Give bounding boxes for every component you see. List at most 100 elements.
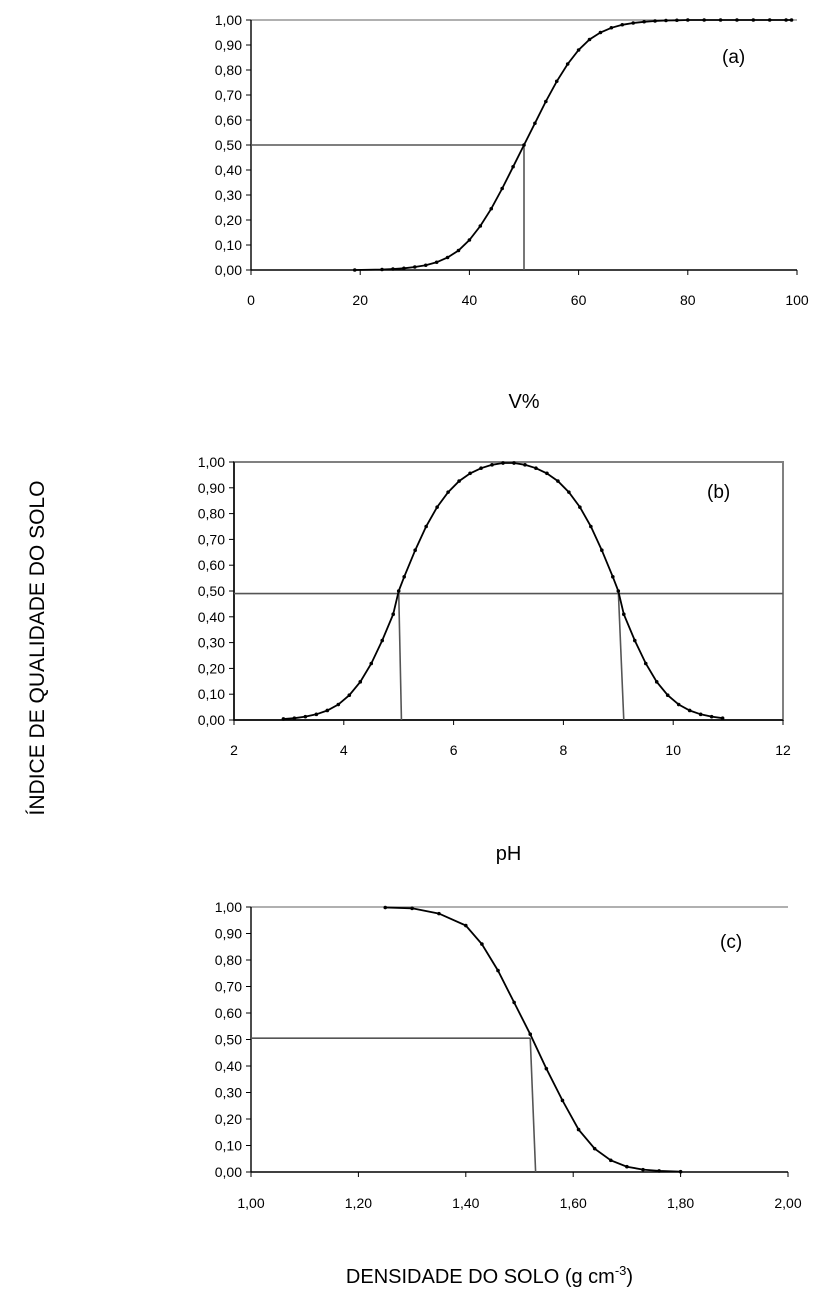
data-point <box>281 717 286 721</box>
data-point <box>446 490 450 494</box>
y-tick-label: 0,10 <box>215 1138 242 1154</box>
data-point <box>767 18 772 22</box>
x-tick-label: 8 <box>560 742 568 758</box>
y-tick-label: 0,80 <box>198 506 225 522</box>
x-tick-label: 4 <box>340 742 348 758</box>
x-tick-label: 60 <box>571 292 587 308</box>
data-point <box>567 490 571 494</box>
data-point <box>500 186 504 191</box>
y-tick-label: 0,00 <box>215 262 242 278</box>
y-tick-label: 0,10 <box>198 686 225 702</box>
data-point <box>576 48 581 52</box>
data-point <box>687 708 692 713</box>
reference-line <box>529 1038 537 1173</box>
x-tick-label: 10 <box>665 742 681 758</box>
data-point <box>413 548 417 553</box>
y-tick-label: 0,50 <box>215 137 242 153</box>
data-point <box>611 575 615 579</box>
y-tick-label: 0,00 <box>198 712 225 728</box>
y-tick-label: 0,70 <box>215 87 242 103</box>
data-point <box>369 661 374 666</box>
data-point <box>292 716 297 720</box>
x-axis-label: V% <box>508 391 539 413</box>
data-point <box>608 1158 613 1163</box>
x-axis-label-superscript: -3 <box>615 1263 627 1278</box>
data-point <box>709 714 714 719</box>
x-tick-label: 1,20 <box>345 1195 372 1211</box>
x-tick-label: 2 <box>230 742 238 758</box>
panel-label: (c) <box>720 932 742 953</box>
y-tick-label: 0,30 <box>215 1085 242 1101</box>
data-point <box>625 1164 629 1169</box>
data-point <box>490 463 494 467</box>
x-tick-label: 20 <box>352 292 368 308</box>
data-point <box>534 466 538 470</box>
data-point <box>467 238 472 242</box>
y-tick-label: 0,20 <box>215 212 242 228</box>
data-point <box>391 267 395 271</box>
data-point <box>643 661 648 666</box>
data-point <box>720 716 725 720</box>
data-point <box>336 702 341 707</box>
x-axis-label-main: DENSIDADE DO SOLO (g cm <box>346 1266 615 1288</box>
x-tick-label: 1,60 <box>560 1195 587 1211</box>
x-tick-label: 80 <box>680 292 696 308</box>
data-point <box>423 263 428 268</box>
x-tick-label: 2,00 <box>774 1195 801 1211</box>
data-point <box>391 612 396 617</box>
x-tick-label: 6 <box>450 742 458 758</box>
data-point <box>435 505 439 509</box>
y-tick-label: 1,00 <box>198 454 225 470</box>
y-tick-label: 0,40 <box>198 609 225 625</box>
data-point <box>698 712 703 717</box>
data-point <box>479 466 483 470</box>
x-tick-label: 1,00 <box>237 1195 264 1211</box>
y-tick-label: 0,50 <box>198 583 225 599</box>
data-point <box>380 638 385 643</box>
y-tick-label: 0,30 <box>198 635 225 651</box>
data-point <box>358 680 363 684</box>
y-tick-label: 0,40 <box>215 162 242 178</box>
y-tick-label: 0,70 <box>198 531 225 547</box>
data-point <box>445 255 450 260</box>
data-point <box>751 18 756 22</box>
data-point <box>609 25 614 30</box>
x-tick-label: 40 <box>462 292 478 308</box>
data-point <box>456 248 461 253</box>
data-point <box>735 18 739 22</box>
data-point <box>676 702 681 707</box>
data-point <box>523 463 527 467</box>
y-tick-label: 0,30 <box>215 187 242 203</box>
data-point <box>457 479 461 483</box>
data-point <box>533 121 537 126</box>
data-point <box>511 164 515 169</box>
data-point <box>512 461 516 465</box>
reference-line <box>397 590 403 721</box>
data-point <box>657 1169 661 1173</box>
x-tick-label: 1,80 <box>667 1195 694 1211</box>
data-point <box>325 708 330 713</box>
data-point <box>702 18 706 22</box>
y-tick-label: 0,10 <box>215 237 242 253</box>
y-tick-label: 0,60 <box>215 112 242 128</box>
data-point <box>434 260 439 265</box>
data-point <box>632 638 637 643</box>
data-point <box>554 79 559 84</box>
y-tick-label: 0,00 <box>215 1164 242 1180</box>
data-point <box>489 206 494 211</box>
data-point <box>641 1167 645 1172</box>
x-axis-label: pH <box>496 843 522 865</box>
data-point <box>303 714 308 719</box>
data-point <box>576 1127 581 1132</box>
data-point <box>616 589 621 593</box>
panel-b: 0,00 0,10 0,20 0,30 0,40 0,50 0,60 0,70 0,80 0,90… <box>198 454 791 865</box>
y-tick-label: 0,20 <box>198 660 225 676</box>
data-point <box>396 589 401 593</box>
data-point <box>464 923 468 928</box>
data-point <box>675 18 679 23</box>
data-point <box>522 143 526 147</box>
data-point <box>686 18 690 22</box>
x-tick-label: 100 <box>785 292 809 308</box>
data-point <box>664 18 668 23</box>
y-tick-label: 0,80 <box>215 62 242 78</box>
